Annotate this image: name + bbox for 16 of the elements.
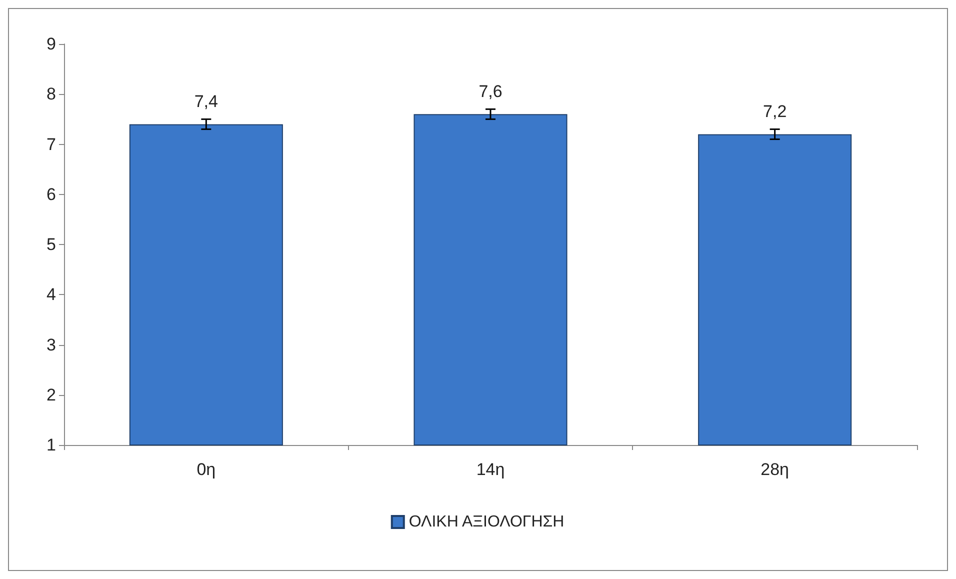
y-tick-label: 2 [46,385,56,404]
data-label: 7,4 [194,92,218,112]
x-tick-label: 28η [760,460,790,479]
data-label: 7,6 [478,82,502,102]
y-tick-label: 1 [46,436,56,454]
y-tick-label: 9 [46,34,56,54]
y-tick-label: 4 [46,285,56,304]
y-tick-label: 8 [46,84,56,104]
x-tick-label: 0η [196,460,216,479]
legend-label: ΟΛΙΚΗ ΑΞΙΟΛΟΓΗΣΗ [408,514,564,530]
y-tick-label: 3 [46,335,56,354]
y-tick-label: 6 [46,184,56,204]
y-tick-label: 5 [46,235,56,254]
data-label: 7,2 [763,102,787,122]
y-tick-label: 7 [46,134,56,154]
x-tick-label: 14η [476,460,505,479]
